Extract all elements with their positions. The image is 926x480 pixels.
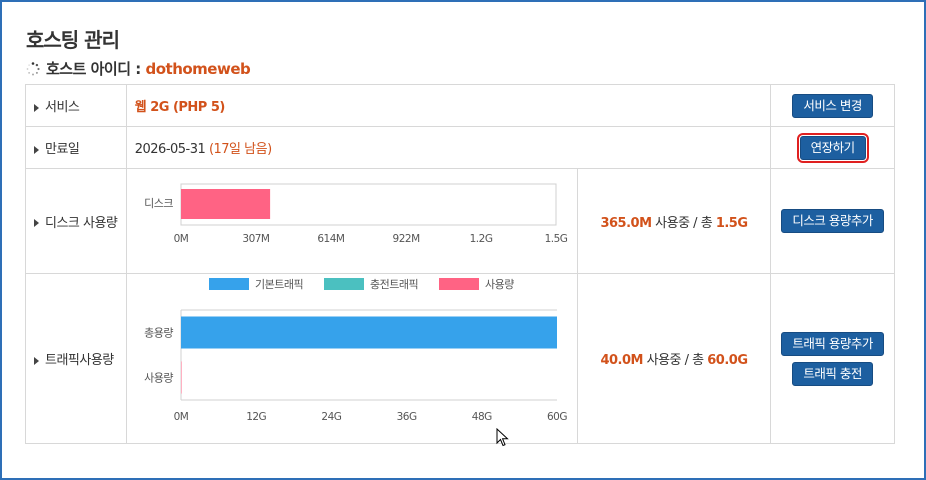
y-category-label: 디스크	[144, 197, 173, 210]
x-tick-label: 48G	[472, 411, 492, 423]
service-label: 서비스	[45, 100, 80, 115]
expiry-label-cell: 만료일	[25, 126, 127, 169]
disk-label-cell: 디스크 사용량	[25, 168, 127, 274]
x-tick-label: 307M	[242, 233, 270, 245]
y-category-label: 사용량	[144, 372, 173, 385]
service-action-cell: 서비스 변경	[770, 84, 895, 127]
x-tick-label: 922M	[392, 233, 420, 245]
charge-traffic-button[interactable]: 트래픽 충전	[792, 361, 873, 386]
x-tick-label: 614M	[317, 233, 345, 245]
traffic-bar	[180, 361, 182, 394]
y-category-label: 총용량	[144, 327, 173, 340]
x-tick-label: 1.2G	[469, 233, 492, 245]
traffic-label: 트래픽사용량	[45, 353, 114, 368]
traffic-chart-cell: 기본트래픽 충전트래픽 사용량 총용량 사용량 0M 12G 24G 36G 48G 60G	[125, 273, 578, 444]
host-id-line: 호스트 아이디 : dothomeweb	[26, 58, 251, 79]
add-disk-button[interactable]: 디스크 용량추가	[781, 209, 884, 233]
disk-action-cell: 디스크 용량추가	[770, 168, 895, 274]
traffic-bar	[180, 316, 557, 349]
legend-label: 기본트래픽	[255, 278, 303, 291]
triangle-right-icon	[34, 145, 39, 154]
x-tick-label: 60G	[547, 411, 567, 423]
add-traffic-button[interactable]: 트래픽 용량추가	[781, 331, 884, 356]
traffic-used-value: 40.0M	[600, 353, 643, 368]
disk-chart-cell: 0M 307M 614M 922M 1.2G 1.5G 디스크	[125, 168, 578, 274]
traffic-label-cell: 트래픽사용량	[25, 273, 127, 444]
disk-usage-cell: 365.0M 사용중 / 총 1.5G	[576, 168, 772, 274]
disk-bar	[180, 189, 270, 219]
page-title: 호스팅 관리	[26, 28, 120, 52]
legend-swatch	[323, 278, 364, 290]
traffic-row: 트래픽사용량 기본트래픽 충전트래픽 사용량 총용량 사용량 0M 12G 24G 36G 48G…	[25, 273, 895, 444]
x-tick-label: 0M	[173, 233, 188, 245]
triangle-right-icon	[34, 103, 39, 112]
x-tick-label: 24G	[321, 411, 341, 423]
expiry-action-cell: 연장하기	[770, 126, 895, 169]
expiry-value-cell: 2026-05-31 (17일 남음)	[125, 126, 772, 169]
traffic-used-text: 사용중 / 총	[646, 353, 705, 368]
x-tick-label: 12G	[246, 411, 266, 423]
disk-row: 디스크 사용량 0M 307M 614M 922M 1.2G 1.5G 디스크 365.0M…	[25, 168, 895, 274]
disk-label: 디스크 사용량	[45, 215, 118, 231]
legend-label: 사용량	[485, 278, 514, 291]
extend-button[interactable]: 연장하기	[796, 132, 869, 163]
traffic-total-value: 60.0G	[707, 353, 748, 368]
service-row: 서비스 웹 2G (PHP 5) 서비스 변경	[25, 84, 895, 127]
disk-used-value: 365.0M	[600, 215, 652, 231]
service-value-cell: 웹 2G (PHP 5)	[125, 84, 772, 127]
disk-used-text: 사용중 / 총	[655, 215, 713, 231]
legend-swatch	[208, 278, 249, 290]
expiry-remaining: (17일 남음)	[208, 142, 272, 157]
x-tick-label: 0M	[173, 411, 188, 423]
expiry-row: 만료일 2026-05-31 (17일 남음) 연장하기	[25, 126, 895, 169]
loading-icon	[26, 61, 40, 75]
x-tick-label: 1.5G	[544, 233, 567, 245]
triangle-right-icon	[34, 219, 39, 227]
traffic-action-cell: 트래픽 용량추가 트래픽 충전	[770, 273, 895, 444]
hosting-info-table: 서비스 웹 2G (PHP 5) 서비스 변경 만료일 2026-05-31 (…	[25, 84, 895, 444]
change-service-button[interactable]: 서비스 변경	[792, 93, 873, 118]
expiry-date: 2026-05-31	[134, 142, 206, 157]
service-value: 웹 2G (PHP 5)	[134, 100, 226, 115]
legend-label: 충전트래픽	[370, 278, 418, 291]
traffic-usage-cell: 40.0M 사용중 / 총 60.0G	[576, 273, 772, 444]
x-tick-label: 36G	[396, 411, 416, 423]
disk-total-value: 1.5G	[715, 215, 748, 231]
triangle-right-icon	[34, 356, 39, 365]
expiry-label: 만료일	[45, 142, 80, 157]
host-id-label: 호스트 아이디 :	[46, 60, 141, 78]
disk-usage-chart: 0M 307M 614M 922M 1.2G 1.5G 디스크	[144, 183, 568, 245]
mouse-cursor-icon	[496, 428, 509, 447]
host-id-value: dothomeweb	[145, 59, 251, 78]
service-label-cell: 서비스	[25, 84, 127, 127]
legend-swatch	[438, 278, 479, 290]
